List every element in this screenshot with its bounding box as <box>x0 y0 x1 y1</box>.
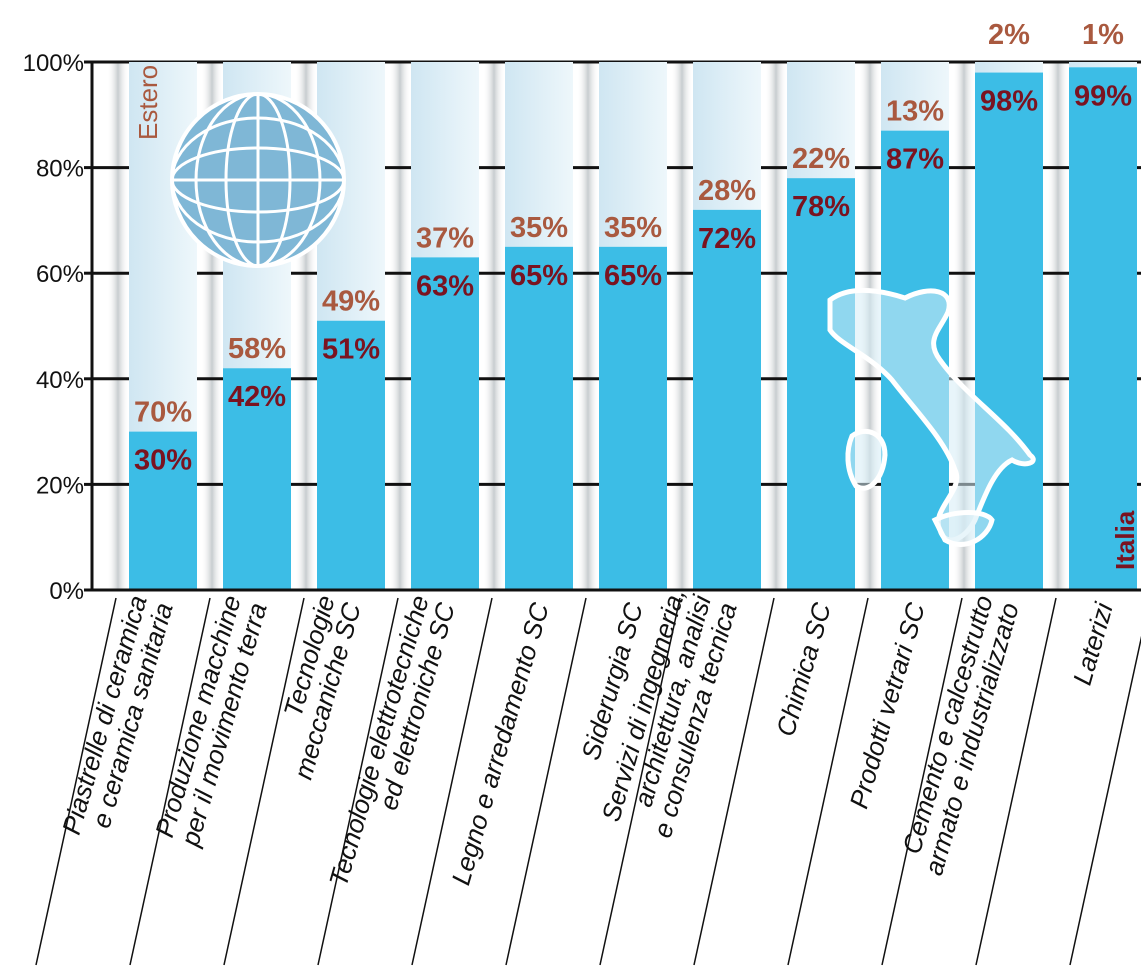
axes <box>90 62 1141 592</box>
data-labels: 30% 70% 42% 58% 51% 49% 63% 37% 65% 35% 65% 35% 72% 2… <box>134 19 1132 477</box>
category-separator <box>1069 635 1141 966</box>
data-label-estero: 35% <box>510 212 568 244</box>
globe-icon <box>170 92 346 268</box>
category-separator <box>881 597 963 966</box>
bar-estero <box>411 62 479 258</box>
data-label-estero: 70% <box>134 397 192 429</box>
bar-estero <box>1069 62 1137 68</box>
data-label-estero: 58% <box>228 333 286 365</box>
data-label-italia: 99% <box>1074 80 1132 112</box>
category-separator <box>129 597 211 966</box>
italy-map-icon <box>827 287 1036 547</box>
bar-shadow <box>671 62 693 590</box>
category-separator <box>505 597 587 966</box>
bar-shadow <box>577 62 599 590</box>
bar-italia <box>693 209 761 590</box>
data-label-estero: 49% <box>322 286 380 318</box>
bar-italia <box>317 320 385 590</box>
bar-estero <box>787 62 855 179</box>
data-label-estero: 22% <box>792 143 850 175</box>
bar-estero <box>693 62 761 210</box>
y-tick-label: 100% <box>23 50 84 77</box>
bar-shadow <box>1047 62 1069 590</box>
bar-italia <box>223 368 291 590</box>
y-tick-label: 20% <box>36 472 84 499</box>
category-label-line: Laterizi <box>1067 598 1119 688</box>
bar-shadow <box>483 62 505 590</box>
category-separator <box>411 597 493 966</box>
category-separator <box>223 597 305 966</box>
bar-shadow <box>107 62 129 590</box>
y-tick-label: 0% <box>49 578 84 605</box>
data-label-italia: 87% <box>886 144 944 176</box>
data-label-italia: 72% <box>698 223 756 255</box>
bar-estero <box>975 62 1043 73</box>
y-tick-label: 60% <box>36 261 84 288</box>
y-tick-label: 80% <box>36 156 84 183</box>
data-label-estero: 35% <box>604 212 662 244</box>
category-label: Laterizi <box>1067 598 1119 688</box>
data-label-estero: 1% <box>1082 19 1124 51</box>
category-separator <box>35 597 117 966</box>
bar-estero <box>129 62 197 432</box>
data-label-italia: 42% <box>228 381 286 413</box>
data-label-italia: 98% <box>980 86 1038 118</box>
bar-italia <box>129 431 197 590</box>
bars <box>129 62 1137 591</box>
bar-estero <box>599 62 667 247</box>
data-label-italia: 65% <box>604 260 662 292</box>
y-tick-labels: 0% 20% 40% 60% 80% 100% <box>23 50 92 605</box>
data-label-estero: 13% <box>886 96 944 128</box>
bar-shadow <box>765 62 787 590</box>
data-label-italia: 51% <box>322 334 380 366</box>
category-label: Legno e arredamento SC <box>445 599 554 888</box>
data-label-italia: 63% <box>416 270 474 302</box>
category-separator <box>317 597 399 966</box>
data-label-estero: 37% <box>416 222 474 254</box>
category-label-line: Legno e arredamento SC <box>445 599 554 888</box>
bar-estero <box>881 62 949 131</box>
data-label-estero: 2% <box>988 19 1030 51</box>
category-separator <box>787 597 869 966</box>
data-label-italia: 78% <box>792 191 850 223</box>
category-separator <box>975 597 1057 966</box>
category-separator <box>599 597 681 966</box>
legend-italia: Italia <box>1110 510 1140 570</box>
category-label-line: Chimica SC <box>770 599 837 739</box>
data-label-estero: 28% <box>698 175 756 207</box>
bar-italia <box>505 246 573 591</box>
bar-italia <box>599 246 667 591</box>
bar-italia <box>1069 67 1137 590</box>
bar-italia <box>975 72 1043 590</box>
category-label: Chimica SC <box>770 599 837 739</box>
bar-estero <box>505 62 573 247</box>
data-label-italia: 30% <box>134 445 192 477</box>
bar-italia <box>411 257 479 590</box>
bar-shadow <box>389 62 411 590</box>
category-separator <box>693 597 775 966</box>
legend-estero: Estero <box>133 65 163 140</box>
data-label-italia: 65% <box>510 260 568 292</box>
bar-italia <box>787 178 855 590</box>
y-tick-label: 40% <box>36 367 84 394</box>
